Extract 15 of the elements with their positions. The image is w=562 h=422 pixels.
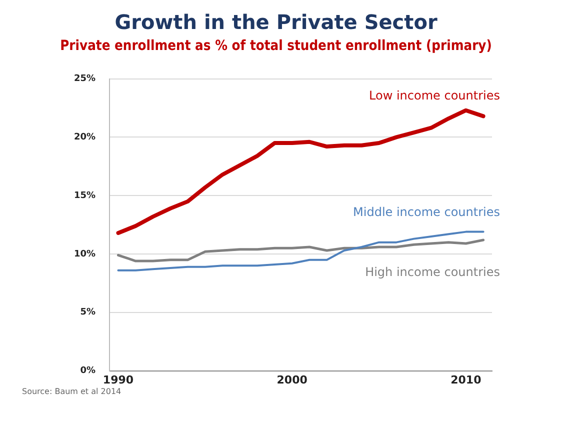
y-tick-label: 15% [74, 190, 96, 201]
series-label: Middle income countries [353, 205, 500, 220]
x-tick-label: 2000 [276, 373, 308, 386]
y-tick-label: 0% [80, 366, 96, 376]
chart-subtitle: Private enrollment as % of total student enrollment (primary) [60, 38, 492, 54]
series-label: High income countries [365, 264, 500, 279]
x-tick-label: 1990 [102, 373, 134, 386]
x-tick-label: 2010 [450, 373, 482, 386]
y-tick-label: 25% [74, 74, 96, 84]
y-tick-label: 10% [74, 249, 96, 260]
y-tick-label: 20% [74, 132, 96, 143]
source-note: Source: Baum et al 2014 [22, 387, 122, 396]
y-tick-label: 5% [80, 308, 96, 318]
chart-title: Growth in the Private Sector [114, 10, 438, 34]
series-label: Low income countries [369, 88, 500, 102]
